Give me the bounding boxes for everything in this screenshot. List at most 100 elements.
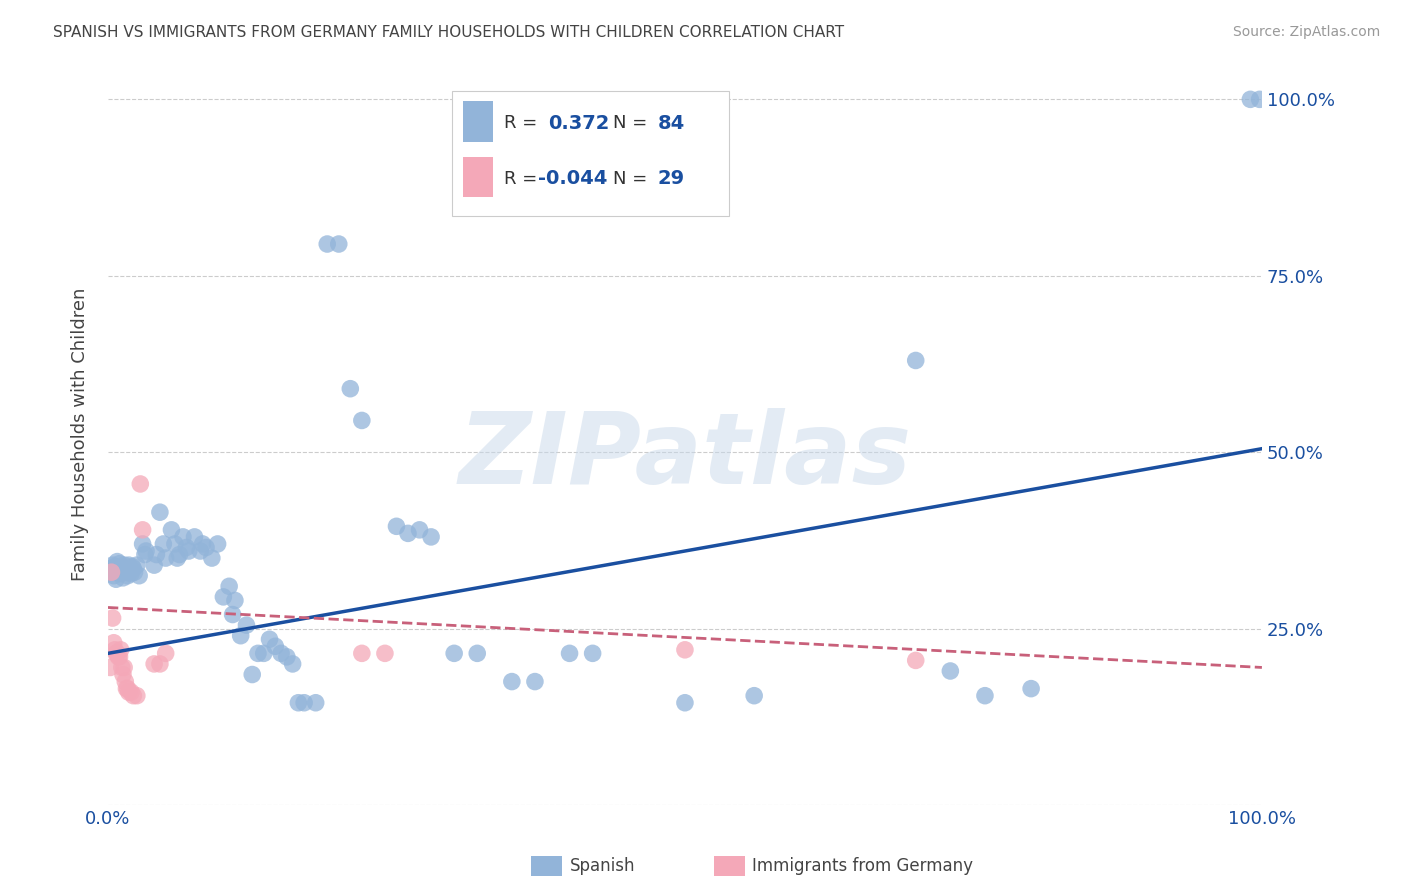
FancyBboxPatch shape [464,157,494,197]
Point [195,541,218,555]
Point [121,559,143,574]
Point [122,562,145,576]
Point [118,685,141,699]
Point [316,237,339,252]
Text: Spanish: Spanish [569,857,636,875]
Point [350,646,373,660]
Point [98,562,121,576]
Point [117,568,139,582]
Point [149,657,172,671]
Point [163,537,186,551]
Point [420,530,443,544]
Point [221,607,243,622]
Point [229,629,252,643]
Point [558,646,581,660]
Point [523,674,546,689]
Point [128,568,150,582]
Point [339,382,361,396]
Point [408,523,430,537]
Point [107,565,129,579]
Point [103,568,125,582]
Point [143,657,166,671]
Point [120,685,142,699]
Point [396,526,419,541]
Text: Immigrants from Germany: Immigrants from Germany [752,857,973,875]
Point [270,646,292,660]
Y-axis label: Family Households with Children: Family Households with Children [72,288,89,582]
Point [169,548,191,562]
Point [105,572,128,586]
Point [974,689,997,703]
Point [100,565,122,579]
Point [114,674,136,689]
Point [183,530,205,544]
Point [120,566,142,581]
Point [110,566,132,581]
Point [160,523,183,537]
Point [201,551,224,566]
Point [108,649,131,664]
Point [582,646,605,660]
Point [125,689,148,703]
Point [218,579,240,593]
Point [110,642,132,657]
Point [105,646,128,660]
Text: ZIPatlas: ZIPatlas [458,409,911,505]
Point [112,660,135,674]
FancyBboxPatch shape [451,92,728,216]
Point [125,558,148,573]
Text: R =: R = [503,169,543,188]
Point [112,558,135,573]
Point [328,237,350,252]
Point [939,664,962,678]
Point [176,541,198,555]
Point [101,558,124,573]
Point [118,564,141,578]
Point [246,646,269,660]
Point [1249,92,1271,106]
Point [143,558,166,573]
Point [155,646,177,660]
Point [276,649,298,664]
Point [191,537,214,551]
Point [172,530,194,544]
Text: R =: R = [503,114,543,132]
Point [111,571,134,585]
Point [108,557,131,571]
Point [114,562,136,576]
Point [350,413,373,427]
Text: 29: 29 [657,169,685,188]
Point [904,653,927,667]
FancyBboxPatch shape [464,101,494,142]
Point [177,544,200,558]
Point [101,611,124,625]
Point [501,674,523,689]
Point [107,649,129,664]
Point [292,696,315,710]
Text: Source: ZipAtlas.com: Source: ZipAtlas.com [1233,25,1381,39]
Point [152,537,174,551]
Point [111,562,134,576]
Point [104,559,127,574]
Point [122,689,145,703]
Text: -0.044: -0.044 [538,169,607,188]
Point [118,558,141,573]
Point [904,353,927,368]
Point [287,696,309,710]
Point [149,505,172,519]
Text: N =: N = [613,169,654,188]
Point [111,660,134,674]
Point [131,537,153,551]
Point [235,618,257,632]
Point [673,696,696,710]
Point [212,590,235,604]
Point [224,593,246,607]
Point [105,555,128,569]
Point [111,667,134,681]
Point [1019,681,1042,696]
Point [155,551,177,566]
Point [742,689,765,703]
Point [103,636,125,650]
Point [443,646,465,660]
Point [124,565,146,579]
